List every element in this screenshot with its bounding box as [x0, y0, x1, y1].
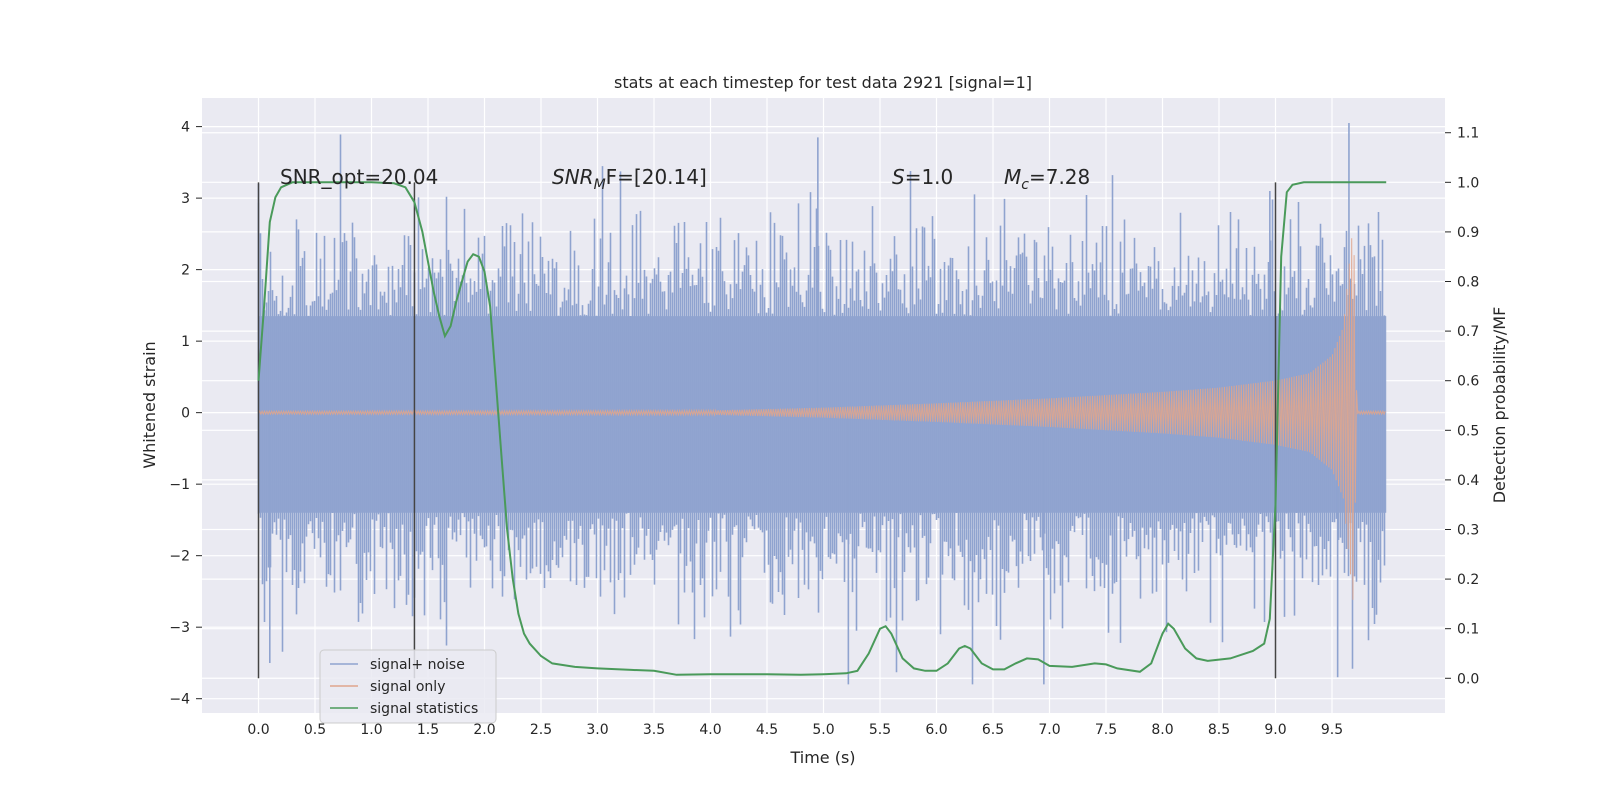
x-tick-label: 9.0: [1264, 722, 1286, 738]
series-signal-only: [258, 238, 1386, 600]
x-tick-label: 2.0: [473, 722, 495, 738]
x-tick-label: 3.5: [643, 722, 665, 738]
y-tick-labels: 4 3 2 1 0 −1 −2 −3 −4: [169, 120, 202, 708]
y2-tick-label: 1.0: [1457, 175, 1479, 191]
x-tick-label: 0.0: [247, 722, 269, 738]
y2-tick-label: 0.1: [1457, 622, 1479, 638]
x-tick-label: 7.5: [1095, 722, 1117, 738]
legend: signal+ noise signal only signal statist…: [319, 649, 497, 724]
y2-tick-label: 0.5: [1457, 423, 1479, 439]
y-tick-label: 0: [181, 406, 190, 422]
x-tick-label: 8.0: [1151, 722, 1173, 738]
x-tick-label: 0.5: [304, 722, 326, 738]
annotation-snr-opt: SNR_opt=20.04: [280, 165, 438, 189]
y2-axis-label: Detection probability/MF: [1490, 307, 1509, 504]
x-tick-label: 6.0: [925, 722, 947, 738]
annotation-snr-mf-base: SNR: [552, 165, 594, 189]
y2-tick-label: 0.2: [1457, 572, 1479, 588]
y2-tick-label: 1.1: [1457, 126, 1479, 142]
legend-label-noise: signal+ noise: [370, 657, 465, 673]
x-tick-label: 8.5: [1208, 722, 1230, 738]
y2-tick-label: 0.3: [1457, 522, 1479, 538]
y-tick-label: −3: [169, 620, 190, 636]
x-tick-label: 6.5: [982, 722, 1004, 738]
annotation-mc-base: M: [1004, 165, 1021, 189]
x-tick-label: 5.5: [869, 722, 891, 738]
y2-tick-label: 0.8: [1457, 275, 1479, 291]
y-tick-label: 1: [181, 334, 190, 350]
series-signal-statistics: [257, 181, 1387, 676]
y-tick-label: 2: [181, 263, 190, 279]
x-tick-label: 3.0: [586, 722, 608, 738]
y2-tick-label: 0.6: [1457, 374, 1479, 390]
x-tick-label: 4.0: [699, 722, 721, 738]
x-tick-label: 7.0: [1038, 722, 1060, 738]
x-tick-labels: 0.0 0.5 1.0 1.5 2.0 2.5 3.0 3.5 4.0 4.5 5.0 5.5 6.0 6…: [247, 722, 1343, 738]
annotation-s: S=1.0: [892, 165, 953, 189]
chart-title: stats at each timestep for test data 292…: [614, 73, 1032, 92]
legend-label-statistics: signal statistics: [370, 701, 478, 717]
y2-tick-label: 0.7: [1457, 324, 1479, 340]
series-signal-plus-noise: [257, 123, 1387, 685]
y-tick-label: 3: [181, 191, 190, 207]
x-tick-label: 1.5: [417, 722, 439, 738]
y-tick-label: 4: [181, 120, 190, 136]
annotation-mc: Mc=7.28: [1004, 165, 1090, 193]
y2-tick-label: 0.0: [1457, 671, 1479, 687]
x-tick-label: 2.5: [530, 722, 552, 738]
y2-tick-label: 0.4: [1457, 473, 1479, 489]
annotation-mc-sub: c: [1021, 177, 1029, 193]
vertical-markers: [257, 182, 1277, 679]
annotation-mc-rest: =7.28: [1029, 165, 1090, 189]
legend-box: [319, 649, 497, 724]
x-axis-label: Time (s): [789, 748, 855, 767]
annotation-snr-mf: SNRMF=[20.14]: [552, 165, 707, 193]
x-tick-label: 5.0: [812, 722, 834, 738]
y2-tick-label: 0.9: [1457, 225, 1479, 241]
annotation-s-italic: S: [892, 165, 905, 189]
legend-label-signal: signal only: [370, 679, 445, 695]
x-tick-label: 4.5: [756, 722, 778, 738]
annotation-s-rest: =1.0: [905, 165, 954, 189]
y2-tick-labels: 1.1 1.0 0.9 0.8 0.7 0.6 0.5 0.4 0.3 0.2 0.1 0.0: [1445, 126, 1479, 687]
y-tick-label: −1: [169, 477, 190, 493]
annotation-snr-mf-sub: M: [594, 177, 606, 193]
x-tick-label: 1.0: [360, 722, 382, 738]
signal-statistics-line: [257, 181, 1387, 676]
annotation-snr-mf-rest: F=[20.14]: [606, 165, 707, 189]
y-tick-label: −4: [169, 692, 190, 708]
x-tick-label: 9.5: [1321, 722, 1343, 738]
y-tick-label: −2: [169, 549, 190, 565]
y-axis-label: Whitened strain: [140, 341, 159, 468]
signal-only-line: [258, 238, 1386, 600]
